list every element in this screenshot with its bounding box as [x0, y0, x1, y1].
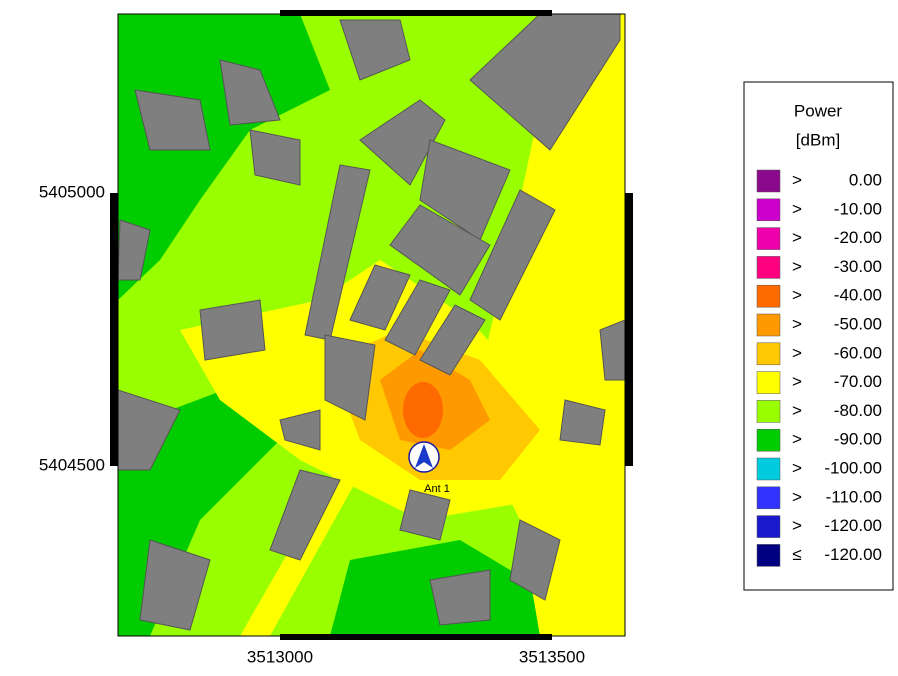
legend-swatch	[756, 371, 781, 394]
legend-value: -90.00	[834, 430, 882, 449]
legend-value: -50.00	[834, 314, 882, 333]
legend-value: -120.00	[824, 545, 882, 564]
legend-swatch	[756, 342, 781, 366]
legend-value: -110.00	[826, 487, 882, 506]
legend-value: -60.00	[834, 343, 882, 362]
legend-swatch	[756, 198, 781, 222]
x-tick-label: 3513000	[247, 647, 313, 666]
antenna-label: Ant 1	[424, 483, 450, 495]
legend-symbol: >	[792, 343, 802, 362]
legend-swatch	[756, 256, 781, 279]
legend-value: -10.00	[834, 199, 882, 218]
frame-bar	[110, 193, 118, 466]
antenna[interactable]: Ant 1	[408, 441, 450, 495]
coverage-map	[118, 14, 625, 636]
legend-swatch	[756, 313, 781, 337]
legend-value: 0.00	[849, 170, 882, 189]
legend-symbol: >	[792, 458, 802, 477]
y-tick-label: 5405000	[39, 182, 105, 201]
legend-value: -80.00	[834, 401, 882, 420]
legend-unit: [dBm]	[796, 130, 840, 149]
legend-symbol: >	[792, 401, 802, 420]
legend-symbol: >	[792, 257, 802, 276]
y-tick-label: 5404500	[39, 455, 105, 474]
legend-symbol: >	[792, 286, 802, 305]
legend-symbol: >	[792, 372, 802, 391]
legend-swatch	[756, 227, 781, 250]
legend-swatch	[756, 486, 781, 510]
legend-swatch	[756, 284, 781, 308]
legend-value: -40.00	[834, 286, 882, 305]
legend-value: -70.00	[834, 372, 882, 391]
frame-bar	[280, 10, 552, 16]
legend-swatch	[756, 544, 781, 567]
x-tick-label: 3513500	[519, 647, 585, 666]
legend-symbol: ≤	[792, 545, 801, 564]
legend-symbol: >	[792, 430, 802, 449]
legend-symbol: >	[792, 487, 802, 506]
legend-symbol: >	[792, 170, 802, 189]
legend-swatch	[756, 515, 781, 538]
legend-value: -20.00	[834, 228, 882, 247]
legend-swatch	[756, 457, 781, 481]
legend-symbol: >	[792, 199, 802, 218]
legend-value: -120.00	[824, 516, 882, 535]
legend-symbol: >	[792, 314, 802, 333]
frame-bar	[625, 193, 633, 466]
legend-title: Power	[794, 101, 843, 120]
legend-swatch	[756, 400, 781, 423]
legend-value: -100.00	[824, 458, 882, 477]
legend-symbol: >	[792, 228, 802, 247]
legend-swatch	[756, 428, 781, 452]
legend-swatch	[756, 169, 781, 193]
legend: Power [dBm] >0.00 > -10.00 > -20.00 > -30.00 > -…	[743, 81, 894, 591]
legend-value: -30.00	[834, 257, 882, 276]
frame-bar	[280, 634, 552, 640]
legend-symbol: >	[792, 516, 802, 535]
